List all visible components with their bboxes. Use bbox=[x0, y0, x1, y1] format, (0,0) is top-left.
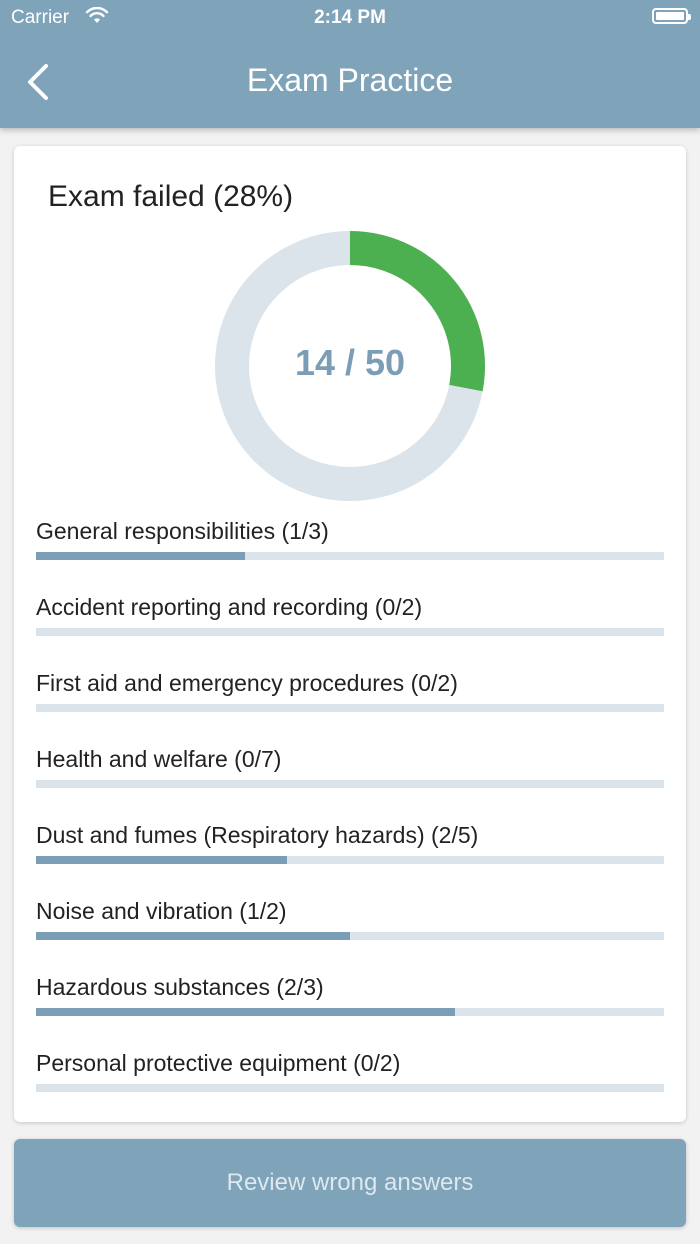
category-label: Dust and fumes (Respiratory hazards) (2/… bbox=[36, 822, 479, 848]
category-progress-track bbox=[36, 932, 664, 940]
category-progress-track bbox=[36, 780, 664, 788]
category-row: Health and welfare (0/7) bbox=[36, 746, 664, 788]
category-row: First aid and emergency procedures (0/2) bbox=[36, 670, 664, 712]
exam-result-title: Exam failed (28%) bbox=[48, 180, 294, 213]
category-label: Personal protective equipment (0/2) bbox=[36, 1050, 401, 1076]
category-progress-track bbox=[36, 628, 664, 636]
review-wrong-answers-button[interactable]: Review wrong answers bbox=[14, 1139, 686, 1227]
category-row: Hazardous substances (2/3) bbox=[36, 974, 664, 1016]
carrier-label: Carrier bbox=[11, 7, 70, 28]
chevron-left-icon bbox=[28, 64, 48, 100]
score-text: 14 / 50 bbox=[294, 342, 406, 383]
status-bar: Carrier 2:14 PM bbox=[0, 0, 700, 36]
page-title: Exam Practice bbox=[246, 62, 454, 98]
category-label: Health and welfare (0/7) bbox=[36, 746, 282, 772]
category-label: General responsibilities (1/3) bbox=[36, 518, 329, 544]
status-time: 2:14 PM bbox=[314, 7, 386, 28]
category-progress-fill bbox=[36, 552, 246, 560]
back-button[interactable] bbox=[22, 62, 56, 102]
wifi-icon bbox=[85, 6, 109, 31]
category-label: Noise and vibration (1/2) bbox=[36, 898, 287, 924]
category-row: Dust and fumes (Respiratory hazards) (2/… bbox=[36, 822, 664, 864]
category-progress-track bbox=[36, 856, 664, 864]
category-progress-fill bbox=[36, 932, 350, 940]
battery-icon bbox=[652, 8, 691, 24]
category-row: Noise and vibration (1/2) bbox=[36, 898, 664, 940]
category-row: Accident reporting and recording (0/2) bbox=[36, 594, 664, 636]
category-progress-fill bbox=[36, 856, 288, 864]
category-progress-track bbox=[36, 1084, 664, 1092]
category-label: Hazardous substances (2/3) bbox=[36, 974, 324, 1000]
score-ring bbox=[215, 231, 485, 501]
category-progress-track bbox=[36, 552, 664, 560]
category-progress-track bbox=[36, 704, 664, 712]
category-row: General responsibilities (1/3) bbox=[36, 518, 664, 560]
category-label: Accident reporting and recording (0/2) bbox=[36, 594, 423, 620]
category-progress-fill bbox=[36, 1008, 455, 1016]
score-ring-progress bbox=[349, 231, 485, 392]
category-label: First aid and emergency procedures (0/2) bbox=[36, 670, 458, 696]
category-row: Personal protective equipment (0/2) bbox=[36, 1050, 664, 1092]
header: Carrier 2:14 PM Exam Practice bbox=[0, 0, 700, 128]
results-card: Exam failed (28%) 14 / 50 General respon… bbox=[14, 146, 686, 1122]
category-progress-track bbox=[36, 1008, 664, 1016]
